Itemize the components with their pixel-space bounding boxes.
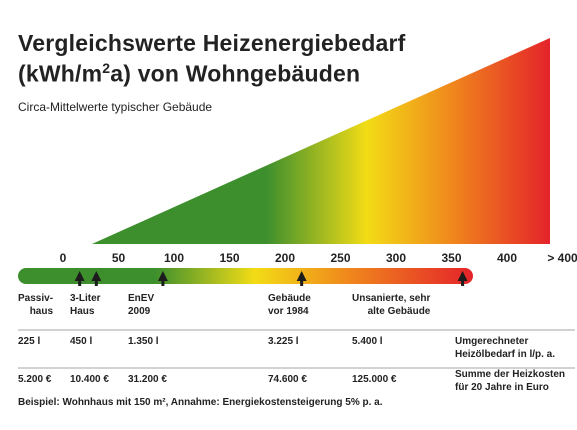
category-label: Unsanierte, sehr alte Gebäude [352,293,431,317]
oil-value: 3.225 l [268,336,299,347]
scale-tick-label: 200 [275,251,295,265]
oil-value: 225 l [18,336,41,347]
oil-value: 1.350 l [128,336,159,347]
category-marker-stem [94,279,98,286]
category-marker [91,271,102,281]
category-label: Gebäude vor 1984 [268,293,311,317]
scale-tick-label: 100 [164,251,184,265]
scale-bar [18,268,473,284]
scale-tick-label: 300 [386,251,406,265]
cost-value: 31.200 € [128,374,167,385]
scale-tick-label: 350 [441,251,461,265]
scale-tick-label: 0 [60,251,67,265]
category-marker [296,271,307,281]
category-marker-stem [161,279,165,286]
cost-row-label: Summe der Heizkosten für 20 Jahre in Euro [455,369,566,393]
title-line2-sup: 2 [102,60,111,76]
category-marker [157,271,168,281]
category-label: EnEV 2009 [128,293,155,317]
title-line2-post: a) von Wohngebäuden [110,60,361,87]
scale-tick-label: 250 [330,251,350,265]
category-label: 3-Liter Haus [70,293,101,317]
category-marker-stem [78,279,82,286]
oil-value: 5.400 l [352,336,383,347]
scale-tick-label: 150 [219,251,239,265]
category-marker [457,271,468,281]
category-marker [74,271,85,281]
chart-title-line1: Vergleichswerte Heizenergiebedarf [18,30,406,56]
category-label: Passiv-haus [18,293,54,317]
scale-tick-label: 50 [112,251,126,265]
scale-tick-label: 400 [497,251,517,265]
oil-row-label: Umgerechneter Heizölbedarf in l/p. a. [455,336,556,360]
cost-value: 5.200 € [18,374,52,385]
oil-value: 450 l [70,336,93,347]
cost-value: 10.400 € [70,374,109,385]
category-marker-stem [300,279,304,286]
scale-tick-label: > 400 [547,251,577,265]
title-line2-pre: (kWh/m [18,60,103,87]
category-marker-stem [461,279,465,286]
footnote: Beispiel: Wohnhaus mit 150 m², Annahme: … [18,397,383,408]
cost-value: 125.000 € [352,374,397,385]
cost-value: 74.600 € [268,374,307,385]
chart-title-line2: (kWh/m2a) von Wohngebäuden [18,60,360,88]
energy-wedge [92,38,550,244]
chart-subtitle: Circa-Mittelwerte typischer Gebäude [18,100,213,114]
